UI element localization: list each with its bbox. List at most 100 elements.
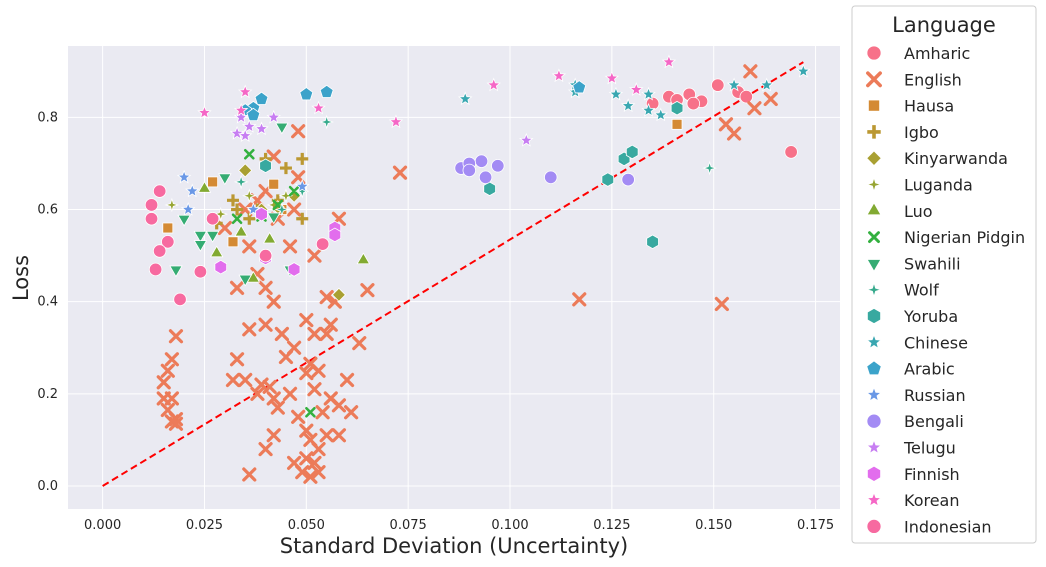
legend-marker [866, 259, 882, 273]
data-point [246, 201, 261, 216]
x-tick-label: 0.125 [593, 518, 630, 533]
data-point [274, 326, 289, 342]
legend-item: Nigerian Pidgin [868, 228, 1025, 247]
data-point [262, 379, 277, 395]
y-tick-labels: 0.0 0.2 0.4 0.6 0.8 [37, 110, 58, 494]
data-point [331, 428, 347, 443]
data-point [356, 252, 371, 265]
data-point [339, 372, 355, 388]
legend-item: Hausa [868, 97, 954, 116]
legend-item: Wolf [865, 281, 939, 300]
data-point [246, 107, 261, 122]
data-point [152, 244, 167, 258]
legend-label: Luo [904, 202, 933, 221]
data-point [763, 91, 778, 107]
legend-label: Chinese [904, 333, 968, 352]
data-point [214, 259, 228, 275]
data-point [311, 363, 326, 378]
data-point [299, 87, 314, 101]
legend-label: Bengali [904, 412, 964, 431]
data-point [295, 178, 310, 193]
data-point [238, 372, 253, 388]
data-point [227, 236, 239, 248]
data-point [205, 212, 220, 226]
data-point [243, 148, 255, 160]
data-point [254, 91, 269, 105]
data-point [161, 235, 175, 249]
series-luo [197, 181, 371, 283]
series-russian [176, 169, 310, 216]
x-tick-label: 0.025 [186, 518, 223, 533]
data-point [225, 372, 241, 388]
data-point [743, 64, 758, 79]
data-point [462, 163, 476, 178]
x-tick-label: 0.050 [288, 518, 325, 533]
data-point [486, 77, 501, 92]
legend-marker [867, 465, 881, 482]
data-point [303, 469, 318, 484]
data-point [478, 170, 493, 184]
data-point [266, 109, 281, 124]
y-axis-label: Loss [9, 255, 33, 301]
data-point [193, 230, 208, 243]
data-point [311, 442, 326, 457]
data-point [258, 317, 273, 332]
data-points [144, 54, 811, 484]
data-point [266, 294, 281, 309]
series-arabic [238, 80, 587, 122]
legend-item: Finnish [867, 465, 960, 484]
legend-label: Telugu [903, 439, 956, 458]
legend-item: English [866, 70, 962, 89]
data-point [180, 201, 196, 216]
data-point [144, 198, 159, 212]
legend-item: Yoruba [867, 307, 958, 326]
data-point [629, 82, 644, 96]
legend-marker [866, 150, 882, 167]
data-point [360, 283, 375, 298]
data-point [193, 265, 208, 279]
grid-lines [68, 46, 840, 509]
legend-title: Language [892, 13, 996, 37]
legend-marker [865, 281, 883, 298]
data-point [275, 122, 289, 135]
y-tick-label: 0.8 [37, 110, 58, 125]
data-point [759, 77, 774, 92]
data-point [207, 176, 219, 188]
legend-item: Bengali [866, 412, 964, 431]
legend-items: Amharic English Hausa Igbo Kinyarwanda Lugand… [865, 44, 1025, 536]
data-point [796, 63, 811, 78]
data-point [307, 382, 322, 397]
data-point [291, 124, 306, 139]
data-point [233, 109, 249, 124]
legend-item: Chinese [866, 333, 968, 352]
data-point [299, 451, 314, 466]
data-point [197, 105, 212, 119]
legend-label: Luganda [904, 176, 973, 195]
x-tick-label: 0.075 [390, 518, 427, 533]
data-point [254, 121, 269, 136]
data-point [258, 280, 273, 295]
data-point [279, 162, 292, 175]
data-point [226, 194, 239, 207]
data-point [242, 467, 257, 482]
legend-marker [865, 176, 883, 193]
data-point [392, 165, 408, 180]
x-axis-label: Standard Deviation (Uncertainty) [280, 534, 628, 558]
legend-item: Luo [866, 202, 933, 221]
data-point [287, 202, 302, 217]
data-point [625, 144, 639, 160]
data-point [311, 465, 326, 480]
data-point [241, 188, 257, 204]
data-point [621, 172, 635, 187]
data-point [747, 101, 762, 116]
y-tick-label: 0.2 [37, 387, 58, 402]
legend-label: Wolf [904, 281, 939, 300]
x-tick-label: 0.000 [84, 518, 121, 533]
data-point [287, 188, 302, 203]
data-point [152, 184, 167, 198]
data-point [233, 102, 249, 117]
data-point [258, 248, 273, 263]
legend-item: Korean [866, 491, 960, 510]
data-point [197, 181, 212, 193]
data-point [296, 152, 309, 165]
